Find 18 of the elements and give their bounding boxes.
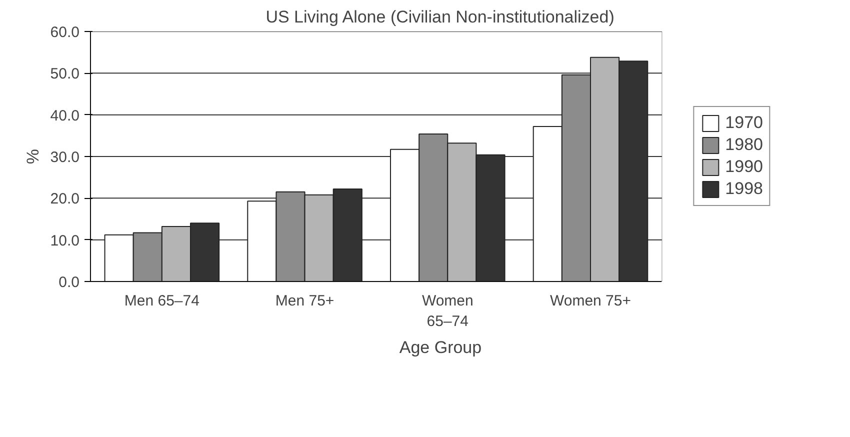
y-tick-label: 0.0 xyxy=(58,274,80,291)
y-tick-label: 10.0 xyxy=(50,232,80,250)
x-tick-label: Women 65–74 xyxy=(422,292,474,330)
legend-label: 1980 xyxy=(725,135,763,155)
x-axis-title: Age Group xyxy=(399,338,482,357)
x-tick-label: Men 75+ xyxy=(275,292,334,310)
x-tick-label: Men 65–74 xyxy=(124,292,200,310)
x-tick-label: Women 75+ xyxy=(550,292,632,310)
y-tick-label: 20.0 xyxy=(50,190,80,208)
y-tick-label: 30.0 xyxy=(50,149,80,166)
y-tick-label: 40.0 xyxy=(50,107,80,124)
chart-title: US Living Alone (Civilian Non-institutionalized) xyxy=(266,8,614,26)
legend-label: 1998 xyxy=(725,179,763,199)
y-tick-label: 50.0 xyxy=(50,66,80,83)
y-tick-label: 60.0 xyxy=(50,24,80,41)
legend-label: 1990 xyxy=(725,157,763,177)
legend-label: 1970 xyxy=(725,113,763,133)
y-axis-title: % xyxy=(23,148,42,164)
